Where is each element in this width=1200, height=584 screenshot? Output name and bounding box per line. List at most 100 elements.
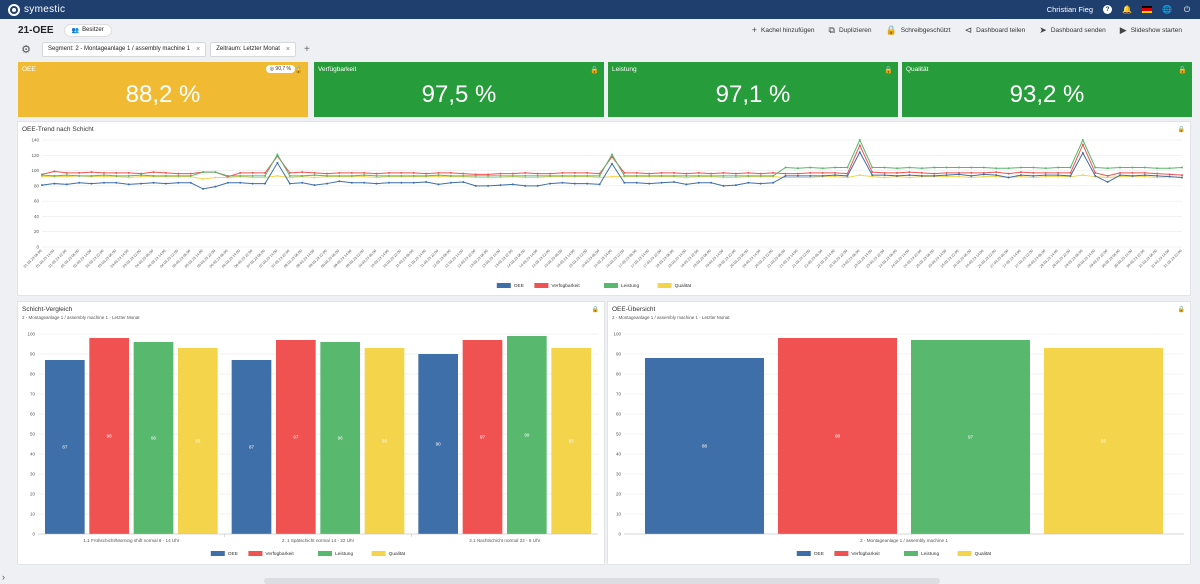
data-point	[672, 174, 675, 177]
user-icon: 👥	[71, 27, 80, 34]
help-icon[interactable]: ?	[1103, 5, 1112, 14]
data-point	[41, 184, 43, 187]
close-icon[interactable]: ×	[285, 45, 290, 53]
data-point	[78, 174, 81, 177]
data-point	[536, 174, 539, 177]
y-tick-label: 70	[30, 392, 36, 397]
data-point	[363, 174, 366, 177]
add-filter-button[interactable]: +	[303, 43, 310, 55]
power-icon[interactable]: ⏻	[1183, 4, 1191, 14]
x-category-label: 2 - Montageanlage 1 / assembly machine 1	[860, 538, 948, 543]
y-tick-label: 20	[616, 492, 622, 497]
data-point	[1081, 139, 1084, 141]
data-point	[425, 181, 428, 184]
data-point	[1019, 171, 1022, 174]
data-point	[375, 176, 378, 179]
bar-leistung	[507, 336, 547, 534]
data-point	[511, 183, 514, 186]
data-point	[425, 174, 428, 177]
period-filter-chip[interactable]: Zeitraum: Letzter Monat ×	[210, 41, 296, 57]
data-point	[90, 171, 93, 174]
read-only-button[interactable]: 🔒 Schreibgeschützt	[885, 25, 950, 36]
data-point	[834, 171, 837, 174]
y-tick-label: 120	[31, 153, 39, 158]
kpi-tile-quality[interactable]: Qualität 🔒 93,2 %	[902, 62, 1192, 117]
bar-leistung	[911, 340, 1030, 534]
add-tile-label: Kachel hinzufügen	[761, 26, 815, 34]
bell-icon[interactable]: 🔔	[1122, 5, 1132, 14]
kpi-tile-oee[interactable]: OEE ◎ 90,7 % 🔒 88,2 %	[18, 62, 308, 117]
data-point	[474, 174, 477, 177]
data-point	[970, 171, 973, 174]
start-slideshow-button[interactable]: ▶ Slideshow starten	[1120, 25, 1182, 36]
read-only-label: Schreibgeschützt	[900, 26, 951, 34]
segment-filter-chip[interactable]: Segment: 2 - Montageanlage 1 / assembly …	[42, 41, 207, 57]
plus-icon: +	[751, 25, 758, 35]
data-point	[1181, 174, 1183, 177]
data-point	[945, 171, 948, 174]
data-point	[1119, 175, 1122, 178]
data-point	[846, 176, 849, 179]
data-point	[387, 174, 390, 177]
data-point	[561, 174, 564, 177]
kpi-tile-performance[interactable]: Leistung 🔒 97,1 %	[608, 62, 898, 117]
language-flag-icon[interactable]	[1142, 6, 1152, 13]
owner-badge[interactable]: 👥 Besitzer	[63, 23, 112, 37]
data-point	[995, 175, 998, 178]
data-point	[363, 175, 366, 178]
data-point	[796, 172, 799, 175]
bar-verfügbarkeit	[462, 340, 503, 534]
data-point	[611, 175, 613, 178]
data-point	[1032, 171, 1035, 174]
data-point	[313, 171, 316, 174]
data-point	[623, 174, 626, 177]
horizontal-scrollbar[interactable]	[264, 578, 940, 584]
bar-verfügbarkeit	[89, 338, 129, 534]
add-tile-button[interactable]: + Kachel hinzufügen	[752, 25, 815, 35]
data-point	[1044, 171, 1047, 174]
y-tick-label: 60	[616, 412, 622, 417]
data-point	[115, 171, 118, 174]
data-point	[511, 174, 514, 177]
kpi-label: Qualität	[906, 66, 929, 73]
lock-icon: 🔒	[1178, 67, 1187, 74]
data-point	[1069, 171, 1072, 174]
data-point	[462, 181, 465, 184]
data-point	[883, 171, 886, 174]
data-point	[301, 171, 304, 174]
legend-label: Verfügbarkeit	[265, 551, 294, 557]
data-point	[685, 176, 688, 179]
close-icon[interactable]: ×	[196, 45, 201, 53]
data-point	[264, 182, 267, 185]
data-point	[549, 182, 552, 185]
data-point	[387, 171, 390, 174]
kpi-value: 97,5 %	[421, 81, 497, 108]
data-point	[722, 176, 725, 179]
share-dashboard-button[interactable]: ⊲ Dashboard teilen	[965, 25, 1026, 36]
data-point	[326, 174, 328, 177]
duplicate-button[interactable]: ⧉ Duplizieren	[829, 25, 872, 36]
chevron-right-icon[interactable]: ›	[2, 572, 5, 582]
user-name[interactable]: Christian Fieg	[1046, 5, 1093, 14]
x-category-label: 2. 1 Spätschicht normal 14 - 22 Uhr	[282, 538, 355, 543]
data-point	[127, 174, 130, 177]
app-logo[interactable]: symestic	[8, 3, 65, 16]
legend-label: Leistung	[621, 283, 639, 289]
data-point	[759, 182, 762, 185]
data-point	[511, 172, 514, 175]
legend-swatch	[834, 551, 849, 556]
data-point	[1019, 166, 1022, 169]
target-badge: ◎ 90,7 %	[265, 65, 295, 73]
gear-icon[interactable]: ⚙	[21, 43, 31, 56]
globe-icon[interactable]: 🌐	[1162, 5, 1172, 14]
kpi-tile-availability[interactable]: Verfügbarkeit 🔒 97,5 %	[314, 62, 604, 117]
y-tick-label: 80	[30, 372, 36, 377]
data-point	[1081, 151, 1084, 154]
legend-swatch	[496, 283, 511, 288]
data-point	[65, 183, 68, 186]
send-dashboard-button[interactable]: ➤ Dashboard senden	[1039, 25, 1105, 36]
bar-value-label: 99	[524, 433, 530, 438]
data-point	[487, 174, 490, 177]
data-point	[1069, 174, 1072, 177]
data-point	[1119, 171, 1122, 174]
